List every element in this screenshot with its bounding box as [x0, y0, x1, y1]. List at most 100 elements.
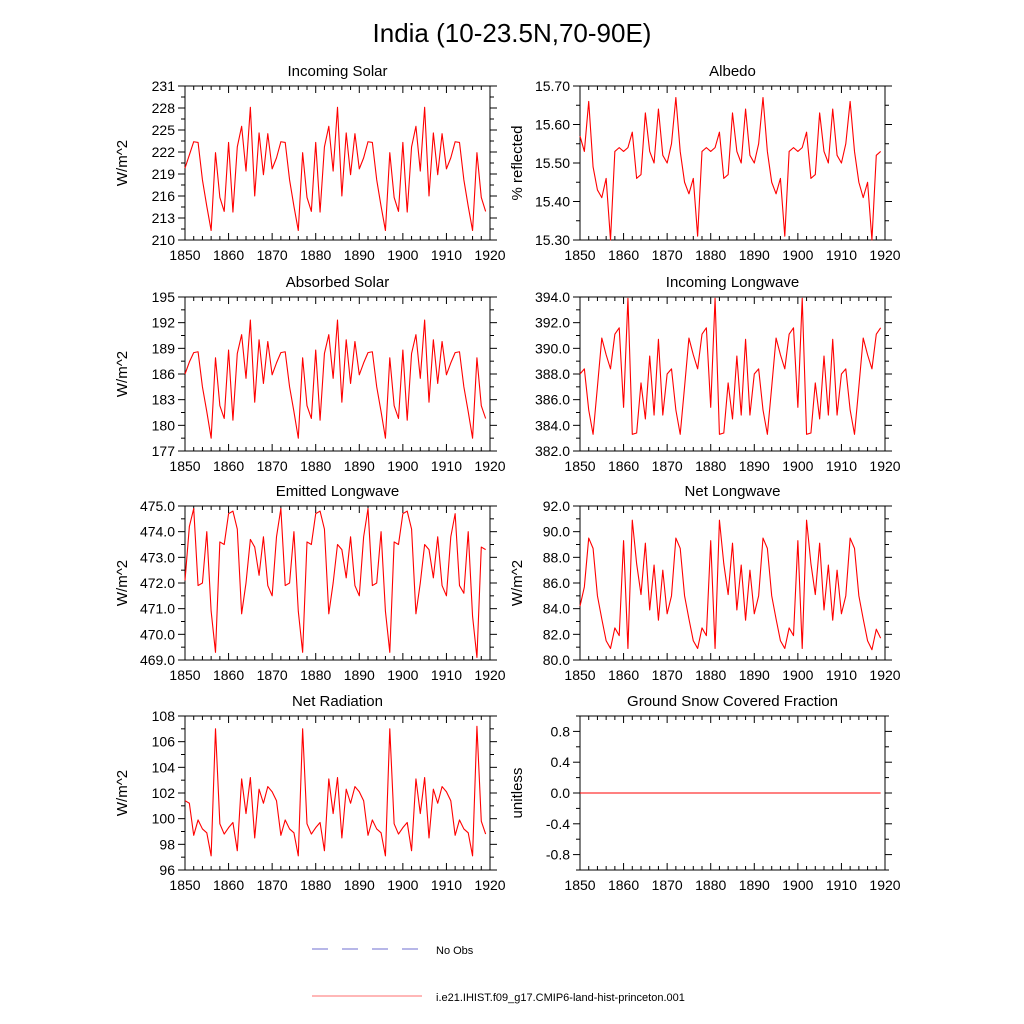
- y-tick-label: 195: [152, 289, 176, 305]
- y-tick-label: 98: [159, 836, 175, 852]
- y-tick-label: 90.0: [543, 524, 570, 540]
- x-tick-label: 1860: [608, 458, 639, 474]
- x-tick-label: 1850: [169, 667, 200, 683]
- x-tick-label: 1870: [652, 458, 683, 474]
- x-tick-label: 1890: [739, 458, 770, 474]
- x-tick-label: 1870: [652, 667, 683, 683]
- x-tick-label: 1920: [474, 458, 505, 474]
- y-axis-label: unitless: [509, 768, 526, 819]
- x-tick-label: 1870: [257, 247, 288, 263]
- x-tick-label: 1900: [782, 458, 813, 474]
- y-tick-label: 0.8: [551, 723, 571, 739]
- x-tick-label: 1860: [213, 247, 244, 263]
- y-tick-label: 186: [152, 366, 176, 382]
- x-tick-label: 1860: [608, 247, 639, 263]
- x-tick-label: 1920: [869, 247, 900, 263]
- y-tick-label: 216: [152, 188, 176, 204]
- plot-frame: [184, 505, 491, 661]
- series-line: [579, 97, 882, 241]
- panel-title: Albedo: [709, 63, 756, 80]
- y-tick-label: 96: [159, 862, 175, 878]
- plot-frame: [184, 715, 491, 871]
- y-tick-label: 475.0: [140, 498, 175, 514]
- y-tick-label: 108: [152, 708, 176, 724]
- chart-panel-2: Albedo 1850 1860 1870 1880 1890 1900 1910 1920 15…: [509, 63, 901, 263]
- y-tick-label: 104: [152, 759, 176, 775]
- y-tick-label: 0.4: [551, 754, 571, 770]
- x-tick-label: 1900: [782, 877, 813, 893]
- y-tick-label: 473.0: [140, 549, 175, 565]
- y-tick-label: 15.70: [535, 78, 570, 94]
- panel-grid: Incoming Solar 1850 1860 1870 1880 1890 1900 19…: [114, 63, 901, 893]
- y-tick-label: 80.0: [543, 652, 570, 668]
- x-tick-label: 1920: [869, 667, 900, 683]
- x-tick-label: 1850: [564, 877, 595, 893]
- x-tick-label: 1860: [213, 877, 244, 893]
- panel-title: Emitted Longwave: [276, 483, 399, 500]
- y-tick-label: 106: [152, 734, 176, 750]
- y-tick-label: 15.40: [535, 194, 570, 210]
- y-tick-label: 15.30: [535, 232, 570, 248]
- x-tick-label: 1890: [344, 458, 375, 474]
- y-axis-label: W/m^2: [114, 560, 131, 606]
- x-tick-label: 1880: [695, 877, 726, 893]
- x-tick-label: 1860: [608, 877, 639, 893]
- y-tick-label: 222: [152, 144, 176, 160]
- y-axis-label: W/m^2: [114, 770, 131, 816]
- x-tick-label: 1920: [474, 247, 505, 263]
- y-tick-label: 386.0: [535, 392, 570, 408]
- panel-title: Net Longwave: [685, 483, 781, 500]
- x-tick-label: 1870: [257, 458, 288, 474]
- x-tick-label: 1920: [474, 667, 505, 683]
- legend: No Obs i.e21.IHIST.f09_g17.CMIP6-land-his…: [312, 945, 685, 1004]
- y-tick-label: 470.0: [140, 626, 175, 642]
- series-line: [184, 725, 487, 857]
- y-axis-label: % reflected: [509, 125, 526, 200]
- y-tick-label: 183: [152, 392, 176, 408]
- chart-panel-6: Net Longwave 1850 1860 1870 1880 1890 1900 1910…: [509, 483, 901, 683]
- x-tick-label: 1850: [564, 458, 595, 474]
- y-tick-label: -0.8: [546, 847, 570, 863]
- x-tick-label: 1870: [257, 667, 288, 683]
- x-tick-label: 1850: [169, 458, 200, 474]
- x-tick-label: 1900: [782, 247, 813, 263]
- x-tick-label: 1850: [564, 667, 595, 683]
- x-tick-label: 1910: [431, 247, 462, 263]
- y-tick-label: 0.0: [551, 785, 571, 801]
- x-tick-label: 1900: [782, 667, 813, 683]
- y-tick-label: 474.0: [140, 524, 175, 540]
- legend-label: i.e21.IHIST.f09_g17.CMIP6-land-hist-prin…: [436, 992, 685, 1004]
- x-tick-label: 1910: [826, 458, 857, 474]
- y-tick-label: 177: [152, 443, 176, 459]
- y-tick-label: 86.0: [543, 575, 570, 591]
- series-line: [579, 519, 882, 651]
- y-tick-label: 228: [152, 100, 176, 116]
- x-tick-label: 1900: [387, 247, 418, 263]
- x-tick-label: 1880: [300, 458, 331, 474]
- x-tick-label: 1880: [300, 667, 331, 683]
- x-tick-label: 1850: [169, 877, 200, 893]
- x-tick-label: 1870: [257, 877, 288, 893]
- series-line: [184, 319, 487, 439]
- series-line: [579, 297, 882, 435]
- chart-panel-5: Emitted Longwave 1850 1860 1870 1880 1890 1900…: [114, 483, 506, 683]
- y-tick-label: 189: [152, 340, 176, 356]
- x-tick-label: 1900: [387, 458, 418, 474]
- x-tick-label: 1900: [387, 877, 418, 893]
- x-tick-label: 1910: [826, 877, 857, 893]
- y-tick-label: 382.0: [535, 443, 570, 459]
- y-tick-label: 180: [152, 417, 176, 433]
- figure-title: India (10-23.5N,70-90E): [373, 18, 652, 48]
- y-tick-label: 210: [152, 232, 176, 248]
- series-line: [184, 508, 486, 658]
- x-tick-label: 1890: [739, 667, 770, 683]
- x-tick-label: 1910: [826, 667, 857, 683]
- y-tick-label: 231: [152, 78, 176, 94]
- x-tick-label: 1910: [431, 458, 462, 474]
- x-tick-label: 1880: [695, 247, 726, 263]
- y-tick-label: 390.0: [535, 340, 570, 356]
- chart-panel-7: Net Radiation 1850 1860 1870 1880 1890 1900 191…: [114, 693, 506, 893]
- y-tick-label: 82.0: [543, 626, 570, 642]
- x-tick-label: 1890: [739, 877, 770, 893]
